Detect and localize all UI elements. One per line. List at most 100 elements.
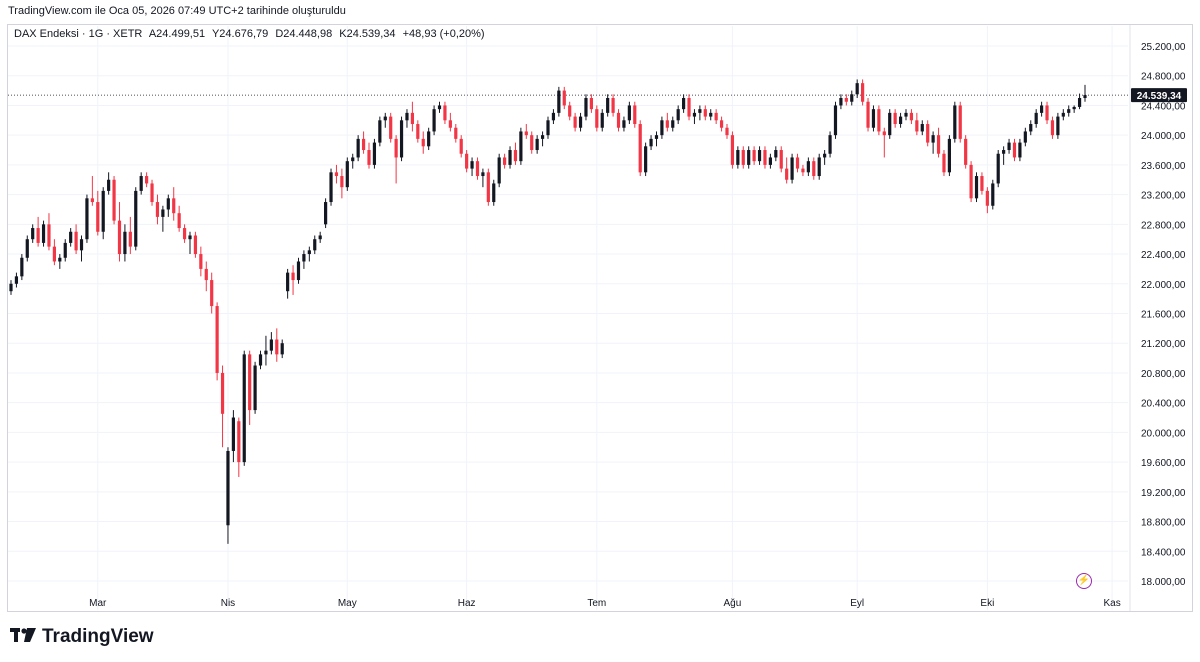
chart-frame — [7, 24, 1193, 612]
y-tick-label: 18.400,00 — [1141, 547, 1186, 558]
candle-body — [589, 98, 593, 110]
candle-body — [427, 131, 431, 147]
y-tick-label: 24.800,00 — [1141, 72, 1186, 83]
candle-body — [1077, 98, 1082, 107]
candle-body — [210, 280, 214, 307]
candle-body — [763, 150, 767, 165]
candle-body — [237, 421, 241, 463]
candle-body — [790, 157, 794, 180]
candle-body — [329, 172, 333, 203]
candle-body — [964, 138, 968, 165]
candle-body — [253, 365, 257, 411]
legend-close: K24.539,34 — [339, 28, 396, 40]
candle-body — [41, 224, 46, 243]
candle-body — [741, 150, 745, 165]
candle-body — [719, 120, 724, 128]
candle-body — [134, 190, 138, 247]
candle-body — [524, 131, 528, 136]
candle-body — [622, 120, 626, 128]
candle-body — [530, 135, 534, 151]
candle-body — [926, 124, 930, 143]
brand-name: TradingView — [42, 626, 154, 647]
candle-body — [1040, 105, 1044, 113]
y-tick-label: 20.800,00 — [1141, 369, 1186, 380]
candle-body — [340, 176, 344, 188]
legend-symbol[interactable]: DAX Endeksi · 1G · XETR — [14, 28, 143, 40]
x-tick-label: Haz — [458, 598, 476, 609]
candle-body — [828, 135, 832, 154]
candle-body — [600, 112, 604, 128]
y-tick-label: 21.200,00 — [1141, 339, 1186, 350]
candle-body — [747, 150, 751, 165]
candle-body — [465, 153, 469, 169]
candle-body — [367, 150, 371, 165]
candle-body — [1002, 150, 1006, 154]
candle-body — [470, 161, 474, 169]
candle-body — [372, 142, 377, 165]
candle-body — [128, 231, 132, 247]
y-tick-label: 24.400,00 — [1141, 101, 1186, 112]
candle-body — [839, 98, 843, 106]
candle-body — [356, 138, 360, 158]
candle-body — [1045, 105, 1049, 121]
candle-body — [145, 176, 149, 184]
candle-body — [1029, 124, 1033, 132]
y-tick-label: 20.000,00 — [1141, 428, 1186, 439]
candle-body — [595, 109, 599, 128]
candle-body — [980, 176, 984, 191]
y-tick-label: 19.600,00 — [1141, 458, 1186, 469]
candle-body — [627, 105, 631, 121]
candle-body — [248, 354, 252, 411]
candle-body — [177, 213, 181, 229]
candle-body — [291, 272, 295, 281]
candle-body — [351, 157, 355, 162]
candle-body — [996, 153, 1000, 184]
candle-body — [437, 105, 442, 110]
candle-body — [698, 109, 702, 113]
candle-body — [953, 105, 957, 139]
candle-body — [692, 112, 697, 117]
candle-body — [573, 116, 577, 128]
candle-body — [616, 112, 621, 128]
candle-body — [226, 450, 230, 526]
candle-body — [540, 135, 545, 139]
legend-low: D24.448,98 — [275, 28, 333, 40]
candle-body — [166, 198, 170, 210]
candle-body — [1018, 142, 1022, 158]
candle-body — [275, 339, 279, 355]
candle-body — [752, 150, 756, 162]
candle-body — [161, 209, 165, 217]
candle-body — [904, 112, 908, 117]
candle-body — [399, 120, 404, 158]
candle-body — [551, 112, 556, 121]
candle-body — [204, 268, 208, 281]
candle-body — [79, 239, 84, 251]
candle-body — [383, 116, 387, 121]
candle-body — [888, 112, 892, 136]
candle-body — [806, 161, 810, 173]
tradingview-logo[interactable]: TradingView — [10, 626, 154, 648]
candle-body — [633, 105, 637, 125]
candle-body — [871, 109, 876, 128]
candle-body — [850, 94, 854, 102]
x-tick-label: Eyl — [850, 598, 864, 609]
candle-body — [107, 179, 111, 191]
y-tick-label: 19.200,00 — [1141, 488, 1186, 499]
candle-body — [475, 161, 480, 177]
candle-body — [947, 138, 951, 173]
candle-body — [508, 150, 512, 165]
candle-body — [454, 127, 458, 139]
candle-body — [757, 150, 762, 162]
candle-body — [9, 283, 13, 292]
candle-body — [920, 124, 924, 132]
candle-body — [486, 172, 490, 203]
last-price-label: 24.539,34 — [1137, 91, 1182, 102]
lightning-icon[interactable]: ⚡ — [1076, 573, 1092, 589]
candle-body — [898, 116, 903, 125]
candle-body — [730, 135, 735, 165]
candle-body — [812, 161, 816, 177]
last-price-tag — [1131, 88, 1187, 103]
candle-body — [958, 105, 962, 139]
candle-body — [448, 120, 452, 128]
